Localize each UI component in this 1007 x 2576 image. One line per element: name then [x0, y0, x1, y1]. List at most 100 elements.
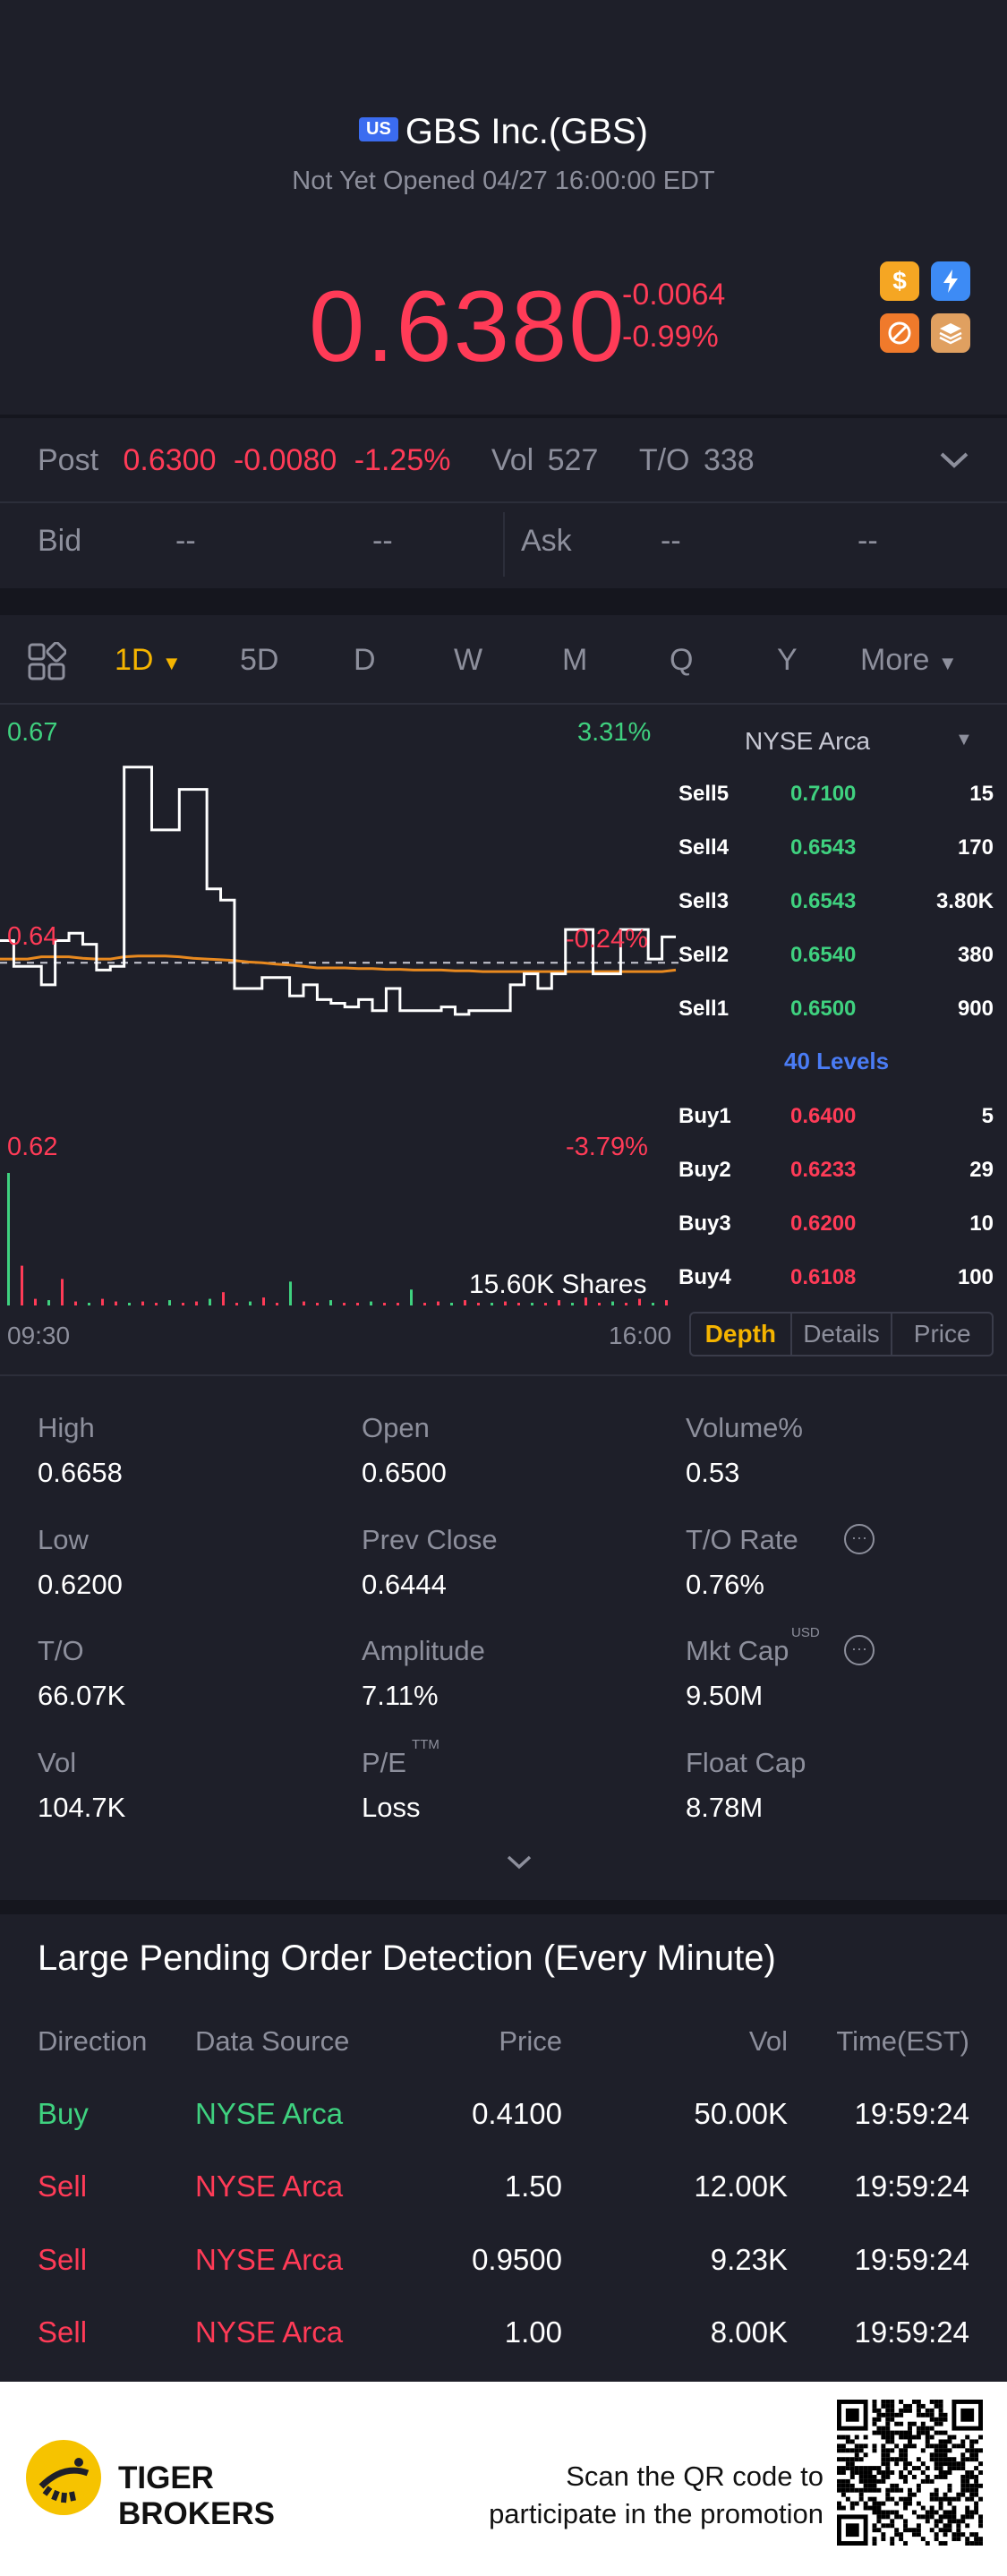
post-vol-label: Vol — [491, 443, 534, 477]
tab-more[interactable]: More ▼ — [860, 643, 958, 678]
intraday-chart[interactable] — [0, 707, 680, 1352]
depth-buy-row: Buy3 0.6200 10 — [678, 1211, 994, 1247]
volume-bar — [638, 1298, 641, 1305]
ask-price: -- — [661, 524, 681, 558]
volume-bar — [21, 1265, 23, 1305]
stat-to-label: T/O — [38, 1635, 84, 1666]
depth-size: 5 — [981, 1104, 994, 1128]
post-change: -0.0080 — [233, 443, 337, 477]
depth-price: 0.6543 — [790, 835, 857, 860]
tab-details[interactable]: Details — [792, 1314, 893, 1355]
depth-size: 380 — [957, 943, 994, 967]
stat-open-label: Open — [362, 1412, 430, 1443]
stat-torate-value: 0.76% — [686, 1569, 764, 1600]
order-source: NYSE Arca — [195, 2097, 344, 2130]
volume-bar — [88, 1303, 90, 1305]
tab-price[interactable]: Price — [913, 1320, 971, 1348]
tab-depth[interactable]: Depth — [691, 1314, 792, 1355]
order-time: 19:59:24 — [854, 2315, 969, 2349]
flash-icon[interactable] — [931, 261, 970, 301]
depth-price: 0.6200 — [790, 1211, 857, 1236]
volume-bar — [115, 1301, 117, 1305]
dollar-icon[interactable]: $ — [880, 261, 919, 301]
stat-float-value: 8.78M — [686, 1792, 764, 1823]
order-source: NYSE Arca — [195, 2243, 344, 2276]
divider — [0, 415, 1007, 418]
tab-1d[interactable]: 1D ▼ — [115, 643, 182, 678]
stat-mktcap-label: Mkt Cap — [686, 1635, 789, 1666]
y-axis-high: 0.67 — [7, 718, 58, 747]
mktcap-unit: USD — [791, 1625, 820, 1640]
promo-line2: participate in the promotion — [489, 2498, 824, 2529]
chevron-down-icon[interactable] — [938, 449, 970, 475]
order-price: 1.50 — [504, 2169, 562, 2203]
caret-down-icon[interactable]: ▼ — [955, 730, 973, 749]
col-price: Price — [499, 2025, 562, 2057]
tab-1d-label: 1D — [115, 643, 154, 677]
tab-5d[interactable]: 5D — [240, 643, 279, 677]
depth-label: Sell1 — [678, 997, 730, 1021]
volume-bar — [585, 1297, 587, 1305]
exchange-select[interactable]: NYSE Arca — [745, 727, 870, 756]
depth-price: 0.6233 — [790, 1158, 857, 1182]
orders-title: Large Pending Order Detection (Every Min… — [38, 1938, 776, 1978]
market-status: Not Yet Opened 04/27 16:00:00 EDT — [292, 167, 715, 195]
volume-bar — [665, 1300, 668, 1305]
tab-y[interactable]: Y — [777, 643, 798, 677]
order-time: 19:59:24 — [854, 2097, 969, 2130]
stat-pe-label: P/E — [362, 1747, 406, 1778]
stat-mktcap-value: 9.50M — [686, 1680, 764, 1711]
promo-footer: TIGER BROKERS Scan the QR code to partic… — [0, 2382, 1007, 2576]
more-info-icon[interactable]: ··· — [844, 1635, 875, 1665]
post-price: 0.6300 — [123, 443, 217, 477]
volume-bar — [423, 1303, 426, 1305]
price-change-pct: -0.99% — [622, 320, 719, 354]
volume-bar — [370, 1301, 372, 1305]
order-price: 0.4100 — [472, 2097, 562, 2130]
depth-sell-row: Sell1 0.6500 900 — [678, 997, 994, 1032]
volume-label: 15.60K Shares — [469, 1270, 647, 1299]
volume-bar — [544, 1303, 547, 1305]
stock-name: GBS Inc.(GBS) — [405, 112, 648, 151]
tab-more-label: More — [860, 643, 930, 677]
qr-code-icon[interactable] — [837, 2400, 983, 2550]
tab-d[interactable]: D — [354, 643, 376, 677]
tab-m[interactable]: M — [562, 643, 588, 677]
no-margin-icon[interactable] — [880, 313, 919, 353]
expand-chevron-icon[interactable] — [506, 1853, 533, 1876]
depth-label: Sell2 — [678, 943, 730, 967]
volume-bar — [101, 1298, 104, 1305]
volume-bar — [329, 1300, 332, 1305]
brand-line1: TIGER — [118, 2460, 214, 2495]
stat-vol-value: 104.7K — [38, 1792, 126, 1823]
depth-label: Sell3 — [678, 889, 730, 913]
divider — [0, 1374, 1007, 1376]
col-source: Data Source — [195, 2025, 350, 2057]
market-badge: US — [359, 116, 398, 141]
tab-w[interactable]: W — [454, 643, 483, 677]
volume-bar — [168, 1300, 171, 1305]
depth-label: Buy4 — [678, 1265, 731, 1289]
ask-label: Ask — [521, 524, 572, 558]
depth-size: 10 — [969, 1211, 994, 1236]
depth-sell-row: Sell5 0.7100 15 — [678, 782, 994, 817]
grid-icon[interactable] — [27, 641, 67, 686]
stack-icon[interactable] — [931, 313, 970, 353]
volume-bar — [450, 1303, 453, 1305]
volume-bar — [356, 1303, 359, 1305]
bid-label: Bid — [38, 524, 82, 558]
stat-volpct-label: Volume% — [686, 1412, 803, 1443]
more-info-icon[interactable]: ··· — [844, 1524, 875, 1554]
depth-price: 0.6500 — [790, 997, 857, 1021]
tab-q[interactable]: Q — [670, 643, 694, 677]
stat-float-label: Float Cap — [686, 1747, 806, 1778]
depth-tab-bar: Depth Details Price — [689, 1312, 994, 1356]
levels-link[interactable]: 40 Levels — [784, 1048, 890, 1074]
volume-bar — [276, 1303, 278, 1305]
last-price: 0.6380 — [309, 270, 627, 382]
volume-bar — [558, 1300, 560, 1305]
section-gap — [0, 1900, 1007, 1914]
stat-prevclose-value: 0.6444 — [362, 1569, 447, 1600]
price-change: -0.0064 — [622, 278, 726, 312]
order-time: 19:59:24 — [854, 2169, 969, 2203]
